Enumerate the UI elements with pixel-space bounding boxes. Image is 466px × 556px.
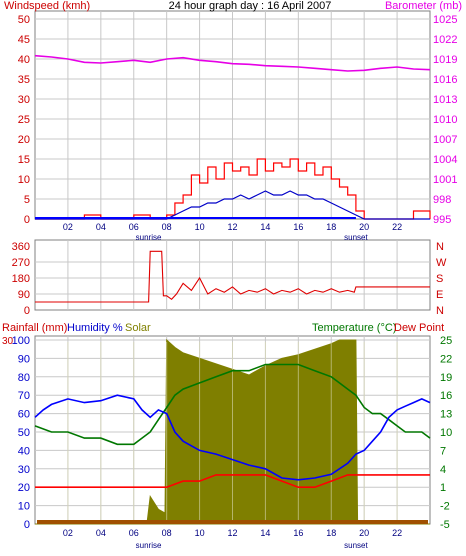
temperature-tick-label: 10 [440,427,452,439]
sunset-label: sunset [344,541,368,550]
baro-tick-label: 1001 [433,174,457,186]
x-tick-label: 20 [359,222,369,232]
humidity-line [34,394,431,481]
baro-tick-label: 1010 [433,114,457,126]
wind-tick-label: 35 [18,74,30,86]
humidity-tick-label: 100 [12,335,30,347]
humidity-tick-label: 60 [18,409,30,421]
direction-degree-label: 360 [12,241,30,253]
x-tick-label: 14 [260,222,270,232]
x-tick-label: 10 [195,222,205,232]
temperature-line [34,363,431,446]
temperature-tick-label: 16 [440,390,452,402]
wind-tick-label: 5 [24,194,30,206]
x-tick-label: 12 [227,222,237,232]
baro-tick-label: 1007 [433,134,457,146]
rainfall-bar-strip [37,520,428,524]
x-tick-label: 18 [326,222,336,232]
direction-compass-label: N [436,241,444,253]
wind-tick-label: 20 [18,134,30,146]
humidity-tick-label: 20 [18,482,30,494]
rainfall-axis-title: Rainfall (mm) [2,322,67,334]
temperature-tick-label: 22 [440,353,452,365]
baro-tick-label: 1004 [433,154,457,166]
barometer-line [34,54,431,72]
humidity-tick-label: 0 [24,519,30,531]
rain-max-label: 30 [2,336,14,347]
baro-tick-label: 995 [433,214,451,226]
wind-tick-label: 50 [18,14,30,26]
direction-degree-label: 180 [12,273,30,285]
wind-tick-label: 15 [18,154,30,166]
x-tick-label: 06 [129,528,139,538]
baro-tick-label: 1025 [433,14,457,26]
humidity-axis-title: Humidity % [67,322,123,334]
x-tick-label: 18 [326,528,336,538]
x-tick-label: 10 [195,528,205,538]
x-tick-label: 12 [227,528,237,538]
solar-axis-title: Solar [125,322,151,334]
sunrise-label: sunrise [136,233,162,242]
x-tick-label: 02 [63,222,73,232]
x-tick-label: 08 [162,222,172,232]
temperature-axis-title: Temperature (°C) [312,322,396,334]
wind-tick-label: 0 [24,214,30,226]
dewpoint-axis-title: Dew Point [394,322,444,334]
sunset-label: sunset [344,233,368,242]
temperature-tick-label: 1 [440,482,446,494]
temperature-tick-label: 19 [440,372,452,384]
humidity-tick-label: 10 [18,501,30,513]
baro-tick-label: 1022 [433,34,457,46]
humidity-tick-label: 50 [18,427,30,439]
x-tick-label: 04 [96,528,106,538]
chart-title: 24 hour graph day : 16 April 2007 [169,0,332,12]
temperature-tick-label: 4 [440,464,446,476]
x-tick-label: 16 [293,528,303,538]
direction-compass-label: S [436,273,443,285]
baro-tick-label: 998 [433,194,451,206]
temperature-tick-label: -2 [440,501,450,513]
temperature-tick-label: -5 [440,519,450,531]
humidity-tick-label: 30 [18,464,30,476]
windspeed-axis-title: Windspeed (kmh) [4,0,90,12]
x-tick-label: 16 [293,222,303,232]
wind-tick-label: 45 [18,34,30,46]
humidity-tick-label: 90 [18,353,30,365]
wind-tick-label: 25 [18,114,30,126]
temperature-tick-label: 13 [440,409,452,421]
humidity-tick-label: 80 [18,372,30,384]
direction-compass-label: E [436,289,443,301]
baro-tick-label: 1019 [433,54,457,66]
direction-compass-label: W [436,257,447,269]
x-tick-label: 06 [129,222,139,232]
temperature-tick-label: 7 [440,445,446,457]
direction-degree-label: 0 [24,305,30,317]
x-tick-label: 04 [96,222,106,232]
x-tick-label: 22 [392,528,402,538]
dewpoint-line [35,474,430,489]
x-tick-label: 22 [392,222,402,232]
x-tick-label: 20 [359,528,369,538]
wind-tick-label: 10 [18,174,30,186]
baro-tick-label: 1016 [433,74,457,86]
baro-tick-label: 1013 [433,94,457,106]
humidity-tick-label: 40 [18,445,30,457]
x-tick-label: 02 [63,528,73,538]
x-tick-label: 08 [162,528,172,538]
wind-direction-line [35,250,430,303]
barometer-axis-title: Barometer (mb) [385,0,462,12]
temperature-tick-label: 25 [440,335,452,347]
sunrise-label: sunrise [136,541,162,550]
x-tick-label: 14 [260,528,270,538]
humidity-tick-label: 70 [18,390,30,402]
direction-degree-label: 270 [12,257,30,269]
wind-tick-label: 40 [18,54,30,66]
wind-tick-label: 30 [18,94,30,106]
direction-degree-label: 90 [18,289,30,301]
direction-compass-label: N [436,305,444,317]
